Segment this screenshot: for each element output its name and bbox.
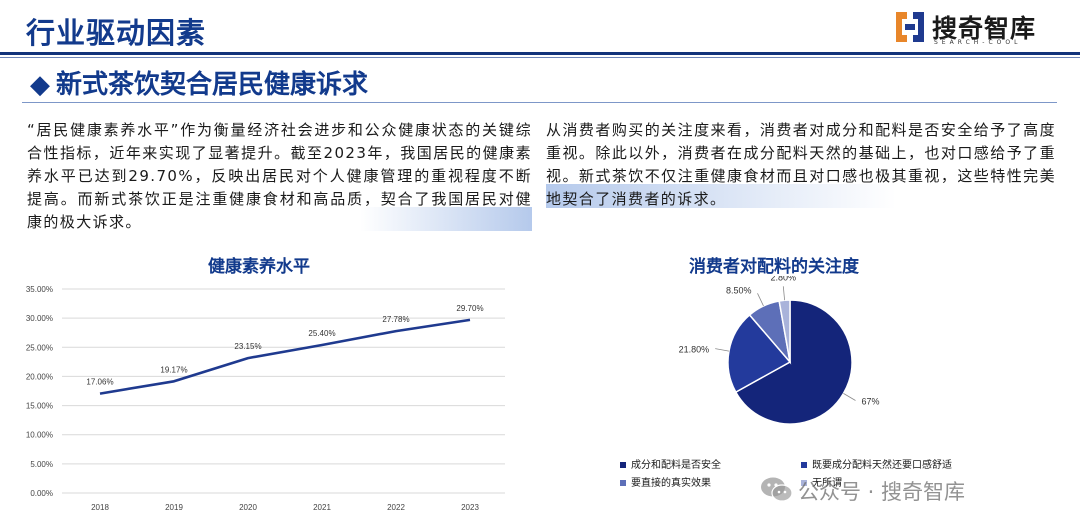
section-divider xyxy=(22,102,1057,103)
series-line xyxy=(99,318,471,395)
x-tick-label: 2022 xyxy=(387,503,405,512)
legend-item: 要直接的真实效果 xyxy=(620,474,711,489)
data-label: 19.17% xyxy=(160,365,187,374)
legend-label: 无所谓 xyxy=(812,478,842,489)
header-divider xyxy=(0,52,1080,55)
data-label: 27.78% xyxy=(382,315,409,324)
brand-logo: 搜奇智库 SEARCH-COOL xyxy=(892,8,1052,48)
leader-line xyxy=(782,286,785,301)
legend-label: 要直接的真实效果 xyxy=(631,478,711,489)
wechat-icon xyxy=(761,477,793,502)
slice-label: 8.50% xyxy=(726,285,752,295)
leader-line xyxy=(843,393,856,401)
page-title: 行业驱动因素 xyxy=(26,16,207,50)
legend-item: 成分和配料是否安全 xyxy=(620,456,721,471)
watermark-text: 公众号 · 搜奇智库 xyxy=(798,480,966,504)
pie-slice xyxy=(727,313,792,394)
pie-slice xyxy=(778,299,791,363)
legend-item: 无所谓 xyxy=(801,474,842,489)
brand-subtitle: SEARCH-COOL xyxy=(934,39,1022,46)
slice-label: 21.80% xyxy=(679,345,710,355)
y-tick-label: 0.00% xyxy=(30,489,53,498)
x-tick-label: 2021 xyxy=(313,503,331,512)
section-title-text: 新式茶饮契合居民健康诉求 xyxy=(56,70,369,100)
y-tick-label: 25.00% xyxy=(26,343,53,352)
legend-item: 既要成分配料天然还要口感舒适 xyxy=(801,456,952,471)
x-tick-label: 2023 xyxy=(461,503,479,512)
paragraph-right: 从消费者购买的关注度来看，消费者对成分和配料是否安全给予了高度重视。除此以外，消… xyxy=(546,121,1056,208)
legend-swatch xyxy=(801,480,807,486)
pie-chart-title: 消费者对配料的关注度 xyxy=(689,257,859,277)
y-tick-label: 10.00% xyxy=(26,431,53,440)
text-highlight-left xyxy=(360,207,532,231)
line-chart-title: 健康素养水平 xyxy=(208,257,310,277)
leader-line xyxy=(757,293,764,307)
slice-label: 2.80% xyxy=(771,276,797,282)
slice-label: 67% xyxy=(862,397,880,407)
text-highlight-right xyxy=(546,184,896,208)
header-divider-thin xyxy=(0,57,1080,58)
y-tick-label: 15.00% xyxy=(26,402,53,411)
legend-label: 既要成分配料天然还要口感舒适 xyxy=(812,460,952,471)
x-tick-label: 2019 xyxy=(165,503,183,512)
data-label: 17.06% xyxy=(86,378,113,387)
y-tick-label: 30.00% xyxy=(26,314,53,323)
paragraph-left: “居民健康素养水平”作为衡量经济社会进步和公众健康状态的关键综合性指标，近年来实… xyxy=(27,121,532,231)
diamond-bullet-icon: ◆ xyxy=(30,70,50,100)
y-tick-label: 35.00% xyxy=(26,285,53,294)
data-label: 23.15% xyxy=(234,342,261,351)
brand-logo-icon xyxy=(896,12,924,42)
legend-swatch xyxy=(620,462,626,468)
legend-swatch xyxy=(801,462,807,468)
leader-line xyxy=(715,348,730,352)
legend-swatch xyxy=(620,480,626,486)
legend-label: 成分和配料是否安全 xyxy=(631,460,721,471)
brand-name: 搜奇智库 xyxy=(932,14,1037,43)
y-tick-label: 20.00% xyxy=(26,372,53,381)
data-label: 25.40% xyxy=(308,329,335,338)
x-tick-label: 2020 xyxy=(239,503,257,512)
pie-chart: 67% 21.80% 8.50% 2.80% xyxy=(679,276,880,425)
line-chart: 0.00% 5.00% 10.00% 15.00% 20.00% 25.00% 30.00%… xyxy=(26,285,505,512)
y-tick-label: 5.00% xyxy=(30,460,53,469)
data-label: 29.70% xyxy=(456,304,483,313)
x-tick-label: 2018 xyxy=(91,503,109,512)
section-title: ◆ 新式茶饮契合居民健康诉求 xyxy=(30,64,368,101)
